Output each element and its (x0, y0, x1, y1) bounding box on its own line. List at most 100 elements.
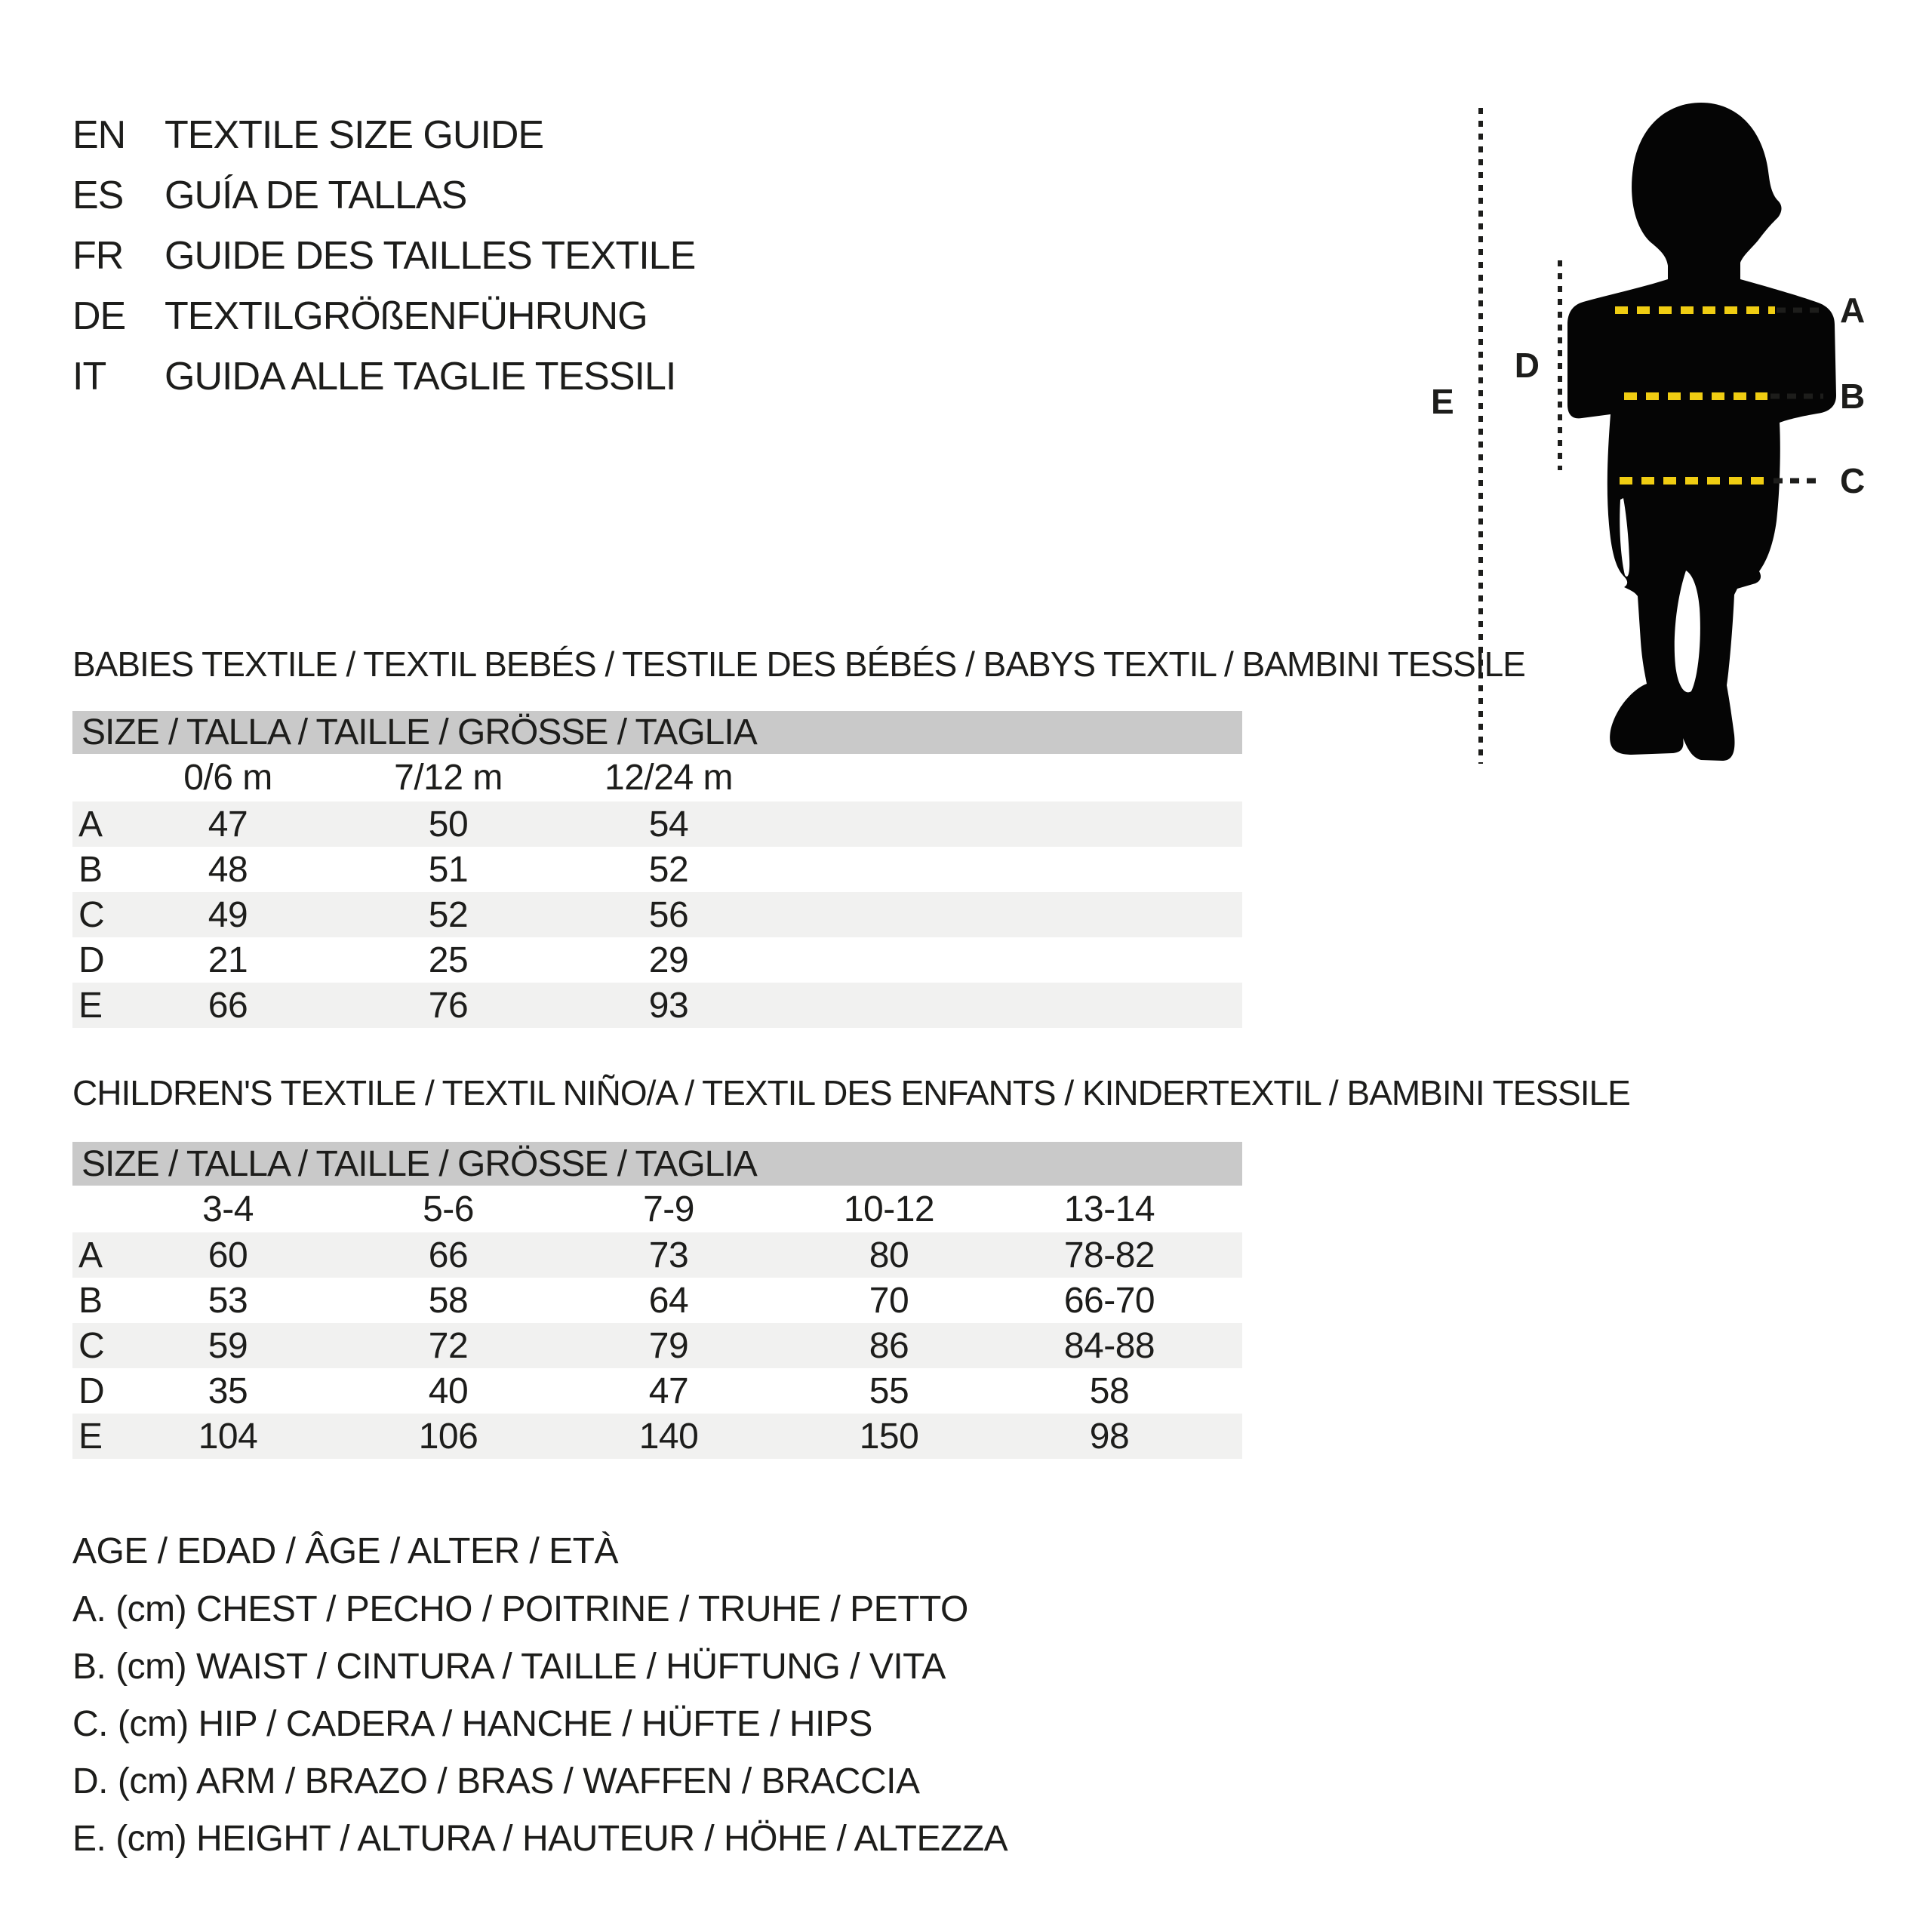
size-value: 59 (208, 1325, 248, 1366)
size-value: 21 (208, 940, 248, 980)
lang-code: DE (72, 294, 126, 338)
table-row: A 60 66 73 80 78-82 (72, 1232, 1242, 1278)
row-label: C (78, 1325, 105, 1366)
size-value: 52 (648, 849, 689, 890)
legend-item-hip: C. (cm) HIP / CADERA / HANCHE / HÜFTE / … (72, 1704, 872, 1744)
size-value: 49 (208, 894, 248, 935)
size-value: 56 (648, 894, 689, 935)
size-value: 60 (208, 1235, 248, 1275)
legend-item-arm: D. (cm) ARM / BRAZO / BRAS / WAFFEN / BR… (72, 1761, 920, 1801)
table-row: D 35 40 47 55 58 (72, 1368, 1242, 1414)
size-value: 78-82 (1063, 1235, 1155, 1275)
table-row: B 48 51 52 (72, 847, 1242, 892)
lang-row-es: ES GUÍA DE TALLAS (72, 174, 467, 217)
size-value: 64 (648, 1280, 689, 1321)
size-value: 40 (428, 1371, 469, 1411)
column-header: 0/6 m (183, 758, 272, 798)
row-label: D (78, 1371, 105, 1411)
table-row: C 49 52 56 (72, 892, 1242, 937)
legend-item-chest: A. (cm) CHEST / PECHO / POITRINE / TRUHE… (72, 1589, 968, 1629)
child-silhouette-icon (1567, 103, 1836, 761)
column-header: 7/12 m (394, 758, 503, 798)
legend-item-waist: B. (cm) WAIST / CINTURA / TAILLE / HÜFTU… (72, 1647, 946, 1687)
children-section-title: CHILDREN'S TEXTILE / TEXTIL NIÑO/A / TEX… (72, 1073, 1631, 1112)
lang-row-de: DE TEXTILGRÖßENFÜHRUNG (72, 294, 648, 338)
table-row: A 47 50 54 (72, 801, 1242, 847)
size-value: 79 (648, 1325, 689, 1366)
lang-code: IT (72, 355, 106, 398)
lang-code: EN (72, 113, 126, 157)
size-value: 58 (1089, 1371, 1130, 1411)
row-label: E (78, 985, 103, 1026)
size-value: 54 (648, 804, 689, 844)
size-value: 66 (428, 1235, 469, 1275)
row-label: B (78, 1280, 103, 1321)
row-label: D (78, 940, 105, 980)
table-row: B 53 58 64 70 66-70 (72, 1278, 1242, 1323)
size-header-label: SIZE / TALLA / TAILLE / GRÖSSE / TAGLIA (82, 712, 758, 752)
row-label: B (78, 849, 103, 890)
size-value: 53 (208, 1280, 248, 1321)
lang-row-it: IT GUIDA ALLE TAGLIE TESSILI (72, 355, 676, 398)
size-value: 51 (428, 849, 469, 890)
size-value: 70 (869, 1280, 909, 1321)
row-label: C (78, 894, 105, 935)
children-size-header-bar: SIZE / TALLA / TAILLE / GRÖSSE / TAGLIA (72, 1142, 1242, 1186)
children-column-headers: 3-4 5-6 7-9 10-12 13-14 (72, 1186, 1242, 1232)
measure-label-b: B (1840, 377, 1865, 416)
column-header: 10-12 (843, 1189, 935, 1229)
measure-label-a: A (1840, 291, 1865, 330)
size-value: 47 (648, 1371, 689, 1411)
measure-label-d: D (1515, 346, 1540, 385)
guide-title: TEXTILE SIZE GUIDE (165, 113, 544, 157)
legend-item-height: E. (cm) HEIGHT / ALTURA / HAUTEUR / HÖHE… (72, 1819, 1008, 1859)
guide-title: GUÍA DE TALLAS (165, 174, 467, 217)
measure-label-e: E (1431, 382, 1454, 421)
row-label: A (78, 1235, 103, 1275)
column-header: 7-9 (643, 1189, 694, 1229)
size-value: 72 (428, 1325, 469, 1366)
size-value: 80 (869, 1235, 909, 1275)
legend-age-line: AGE / EDAD / ÂGE / ALTER / ETÀ (72, 1531, 618, 1571)
table-row: E 66 76 93 (72, 983, 1242, 1028)
size-value: 104 (198, 1416, 258, 1457)
lang-row-en: EN TEXTILE SIZE GUIDE (72, 113, 544, 157)
size-value: 50 (428, 804, 469, 844)
size-value: 47 (208, 804, 248, 844)
size-value: 55 (869, 1371, 909, 1411)
size-value: 29 (648, 940, 689, 980)
size-header-label: SIZE / TALLA / TAILLE / GRÖSSE / TAGLIA (82, 1143, 758, 1184)
row-label: E (78, 1416, 103, 1457)
table-row: D 21 25 29 (72, 937, 1242, 983)
size-value: 48 (208, 849, 248, 890)
lang-code: FR (72, 234, 124, 278)
lang-code: ES (72, 174, 124, 217)
table-row: E 104 106 140 150 98 (72, 1414, 1242, 1459)
size-value: 150 (859, 1416, 919, 1457)
size-value: 25 (428, 940, 469, 980)
column-header: 13-14 (1063, 1189, 1155, 1229)
column-header: 5-6 (423, 1189, 474, 1229)
size-value: 86 (869, 1325, 909, 1366)
size-value: 58 (428, 1280, 469, 1321)
size-value: 35 (208, 1371, 248, 1411)
column-header: 12/24 m (605, 758, 733, 798)
babies-section-title: BABIES TEXTILE / TEXTIL BEBÉS / TESTILE … (72, 645, 1526, 684)
size-value: 66 (208, 985, 248, 1026)
size-value: 98 (1089, 1416, 1130, 1457)
babies-column-headers: 0/6 m 7/12 m 12/24 m (72, 754, 1242, 801)
column-header: 3-4 (202, 1189, 254, 1229)
guide-title: TEXTILGRÖßENFÜHRUNG (165, 294, 648, 338)
babies-size-header-bar: SIZE / TALLA / TAILLE / GRÖSSE / TAGLIA (72, 711, 1242, 754)
size-value: 66-70 (1063, 1280, 1155, 1321)
measurement-diagram: A B C D E (1431, 103, 1865, 764)
lang-row-fr: FR GUIDE DES TAILLES TEXTILE (72, 234, 696, 278)
size-value: 106 (418, 1416, 478, 1457)
size-value: 76 (428, 985, 469, 1026)
table-row: C 59 72 79 86 84-88 (72, 1323, 1242, 1368)
size-value: 52 (428, 894, 469, 935)
row-label: A (78, 804, 103, 844)
guide-title: GUIDA ALLE TAGLIE TESSILI (165, 355, 676, 398)
size-value: 73 (648, 1235, 689, 1275)
